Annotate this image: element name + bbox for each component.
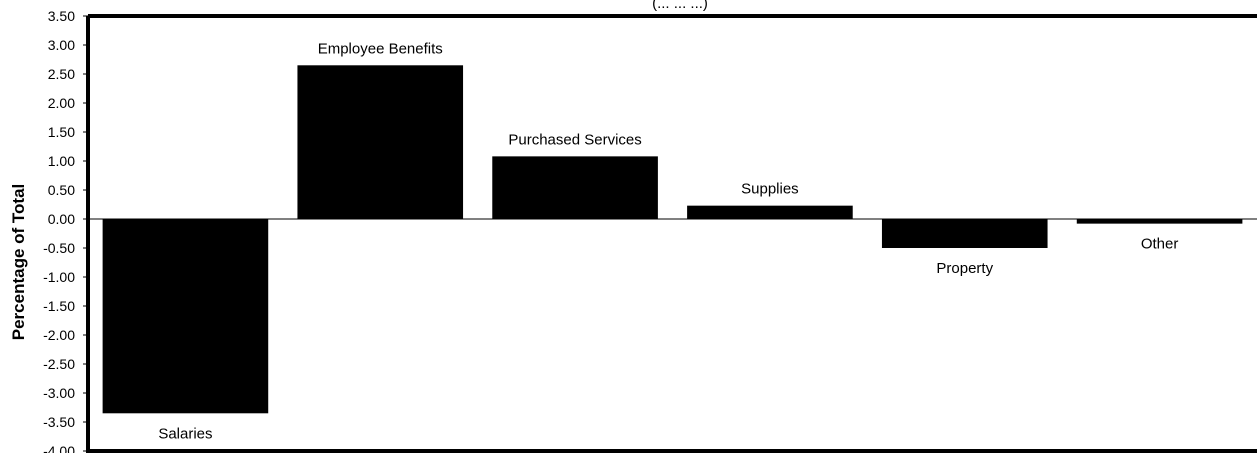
y-axis-ticks: 3.50 3.00 2.50 2.00 1.50 1.00 0.50 0.00 -0.50 -1.… — [43, 8, 88, 453]
y-tick-label: -2.00 — [43, 327, 75, 343]
y-tick-label: -3.00 — [43, 385, 75, 401]
y-tick-label: 3.50 — [48, 8, 75, 24]
y-tick-label: -3.50 — [43, 414, 75, 430]
bar — [492, 156, 658, 219]
y-tick-label: -2.50 — [43, 356, 75, 372]
y-tick-label: -1.00 — [43, 269, 75, 285]
category-label: Supplies — [741, 181, 799, 198]
y-tick-label: -1.50 — [43, 298, 75, 314]
chart-title: (... ... ...) — [652, 0, 708, 12]
category-label: Property — [936, 260, 993, 277]
y-tick-label: 0.00 — [48, 211, 75, 227]
bar — [687, 205, 853, 219]
bar — [1076, 219, 1243, 224]
y-tick-label: 1.00 — [48, 153, 75, 169]
y-tick-label: 3.00 — [48, 37, 75, 53]
category-labels: Salaries Employee Benefits Purchased Servi… — [158, 40, 1178, 442]
bar — [102, 219, 269, 414]
category-label: Purchased Services — [508, 131, 641, 148]
y-tick-label: 2.50 — [48, 66, 75, 82]
y-tick-label: -4.00 — [43, 443, 75, 453]
bar — [881, 219, 1048, 248]
y-tick-label: 0.50 — [48, 182, 75, 198]
category-label: Employee Benefits — [318, 40, 443, 57]
bars — [102, 65, 1243, 414]
bar — [297, 65, 464, 219]
category-label: Salaries — [158, 425, 212, 442]
y-tick-label: -0.50 — [43, 240, 75, 256]
y-tick-label: 2.00 — [48, 95, 75, 111]
category-label: Other — [1141, 236, 1179, 253]
y-tick-label: 1.50 — [48, 124, 75, 140]
y-axis-label: Percentage of Total — [9, 184, 28, 341]
